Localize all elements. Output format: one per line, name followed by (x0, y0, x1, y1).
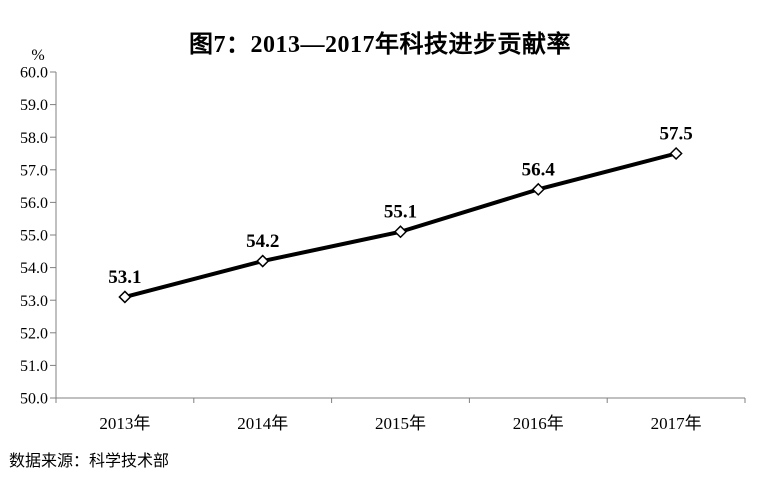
data-point-label: 54.2 (246, 231, 279, 252)
data-point-marker (669, 146, 683, 161)
y-tick-label: 52.0 (20, 325, 48, 342)
y-tick-label: 51.0 (20, 358, 48, 375)
data-point-marker (256, 254, 270, 268)
y-tick-label: 50.0 (20, 391, 48, 408)
y-axis-unit-label: % (31, 47, 44, 64)
data-point-label: 57.5 (659, 124, 692, 145)
y-tick-label: 59.0 (20, 97, 48, 114)
y-tick-label: 56.0 (20, 195, 48, 212)
data-point-label: 55.1 (384, 202, 417, 223)
source-note: 数据来源：科学技术部 (9, 453, 170, 470)
y-tick-label: 57.0 (20, 162, 48, 179)
x-tick-label: 2015年 (375, 414, 426, 433)
y-tick-label: 58.0 (20, 130, 48, 147)
data-point-label: 56.4 (522, 159, 556, 180)
y-tick-label: 54.0 (20, 260, 48, 277)
data-point-marker (393, 225, 408, 239)
chart-title: 图7：2013—2017年科技进步贡献率 (189, 32, 571, 58)
y-tick-label: 60.0 (20, 65, 48, 82)
data-point-marker (531, 182, 545, 196)
x-tick-label: 2017年 (651, 414, 702, 433)
x-tick-label: 2014年 (237, 414, 288, 433)
data-point-label: 53.1 (108, 267, 141, 288)
x-tick-label: 2016年 (513, 414, 564, 433)
y-tick-label: 53.0 (20, 293, 48, 310)
data-point-marker (118, 290, 132, 304)
x-tick-label: 2013年 (99, 414, 150, 433)
y-tick-label: 55.0 (20, 228, 48, 245)
